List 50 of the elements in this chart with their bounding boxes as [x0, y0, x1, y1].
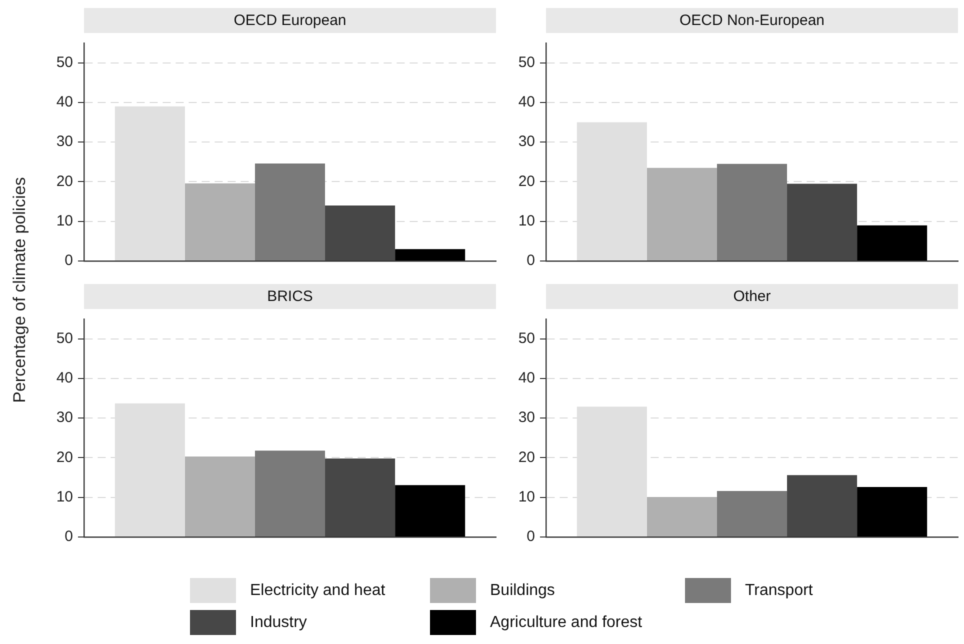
- y-tick-label: 10: [56, 212, 73, 230]
- y-tick-label: 40: [56, 370, 73, 387]
- bar: [254, 450, 326, 536]
- legend-label: Buildings: [490, 582, 555, 600]
- legend-label: Industry: [250, 614, 307, 632]
- y-tick-label: 40: [56, 94, 73, 111]
- y-tick-label: 20: [518, 172, 535, 190]
- y-tick-label: 30: [56, 409, 73, 426]
- y-tick-label: 0: [526, 252, 535, 270]
- bar: [787, 184, 858, 260]
- y-tick-label: 50: [518, 330, 535, 347]
- bar: [254, 163, 326, 260]
- bar: [395, 249, 466, 260]
- y-tick-label: 50: [518, 54, 535, 71]
- bar: [857, 225, 928, 260]
- y-tick-label: 20: [518, 448, 535, 466]
- y-tick-label: 10: [56, 488, 73, 506]
- bar: [716, 164, 788, 260]
- y-tick-label: 30: [518, 409, 535, 426]
- bar: [646, 168, 717, 260]
- y-tick-label: 40: [518, 94, 535, 111]
- bar: [787, 475, 858, 536]
- legend-label: Electricity and heat: [250, 582, 386, 600]
- bar: [857, 487, 928, 536]
- bar: [325, 458, 396, 536]
- y-tick-label: 40: [518, 370, 535, 387]
- y-tick-label: 50: [56, 54, 73, 71]
- bar: [646, 496, 717, 536]
- bar: [184, 183, 255, 260]
- y-tick-label: 10: [518, 212, 535, 230]
- legend-label: Agriculture and forest: [490, 614, 642, 632]
- y-tick-label: 0: [526, 528, 535, 546]
- y-tick-label: 0: [64, 528, 73, 546]
- y-axis-title: Percentage of climate policies: [10, 177, 30, 403]
- legend-label: Transport: [745, 582, 813, 600]
- y-tick-label: 20: [56, 172, 73, 190]
- chart-title: Other: [546, 284, 958, 309]
- bar: [395, 485, 466, 536]
- y-tick-label: 0: [64, 252, 73, 270]
- y-tick-label: 30: [518, 133, 535, 150]
- chart-title: BRICS: [84, 284, 496, 309]
- y-tick-label: 50: [56, 330, 73, 347]
- bar: [325, 206, 396, 260]
- y-tick-label: 30: [56, 133, 73, 150]
- y-tick-label: 10: [518, 488, 535, 506]
- bar: [716, 491, 788, 536]
- y-tick-label: 20: [56, 448, 73, 466]
- chart-title: OECD Non-European: [546, 8, 958, 33]
- bar: [184, 456, 255, 536]
- chart-title: OECD European: [84, 8, 496, 33]
